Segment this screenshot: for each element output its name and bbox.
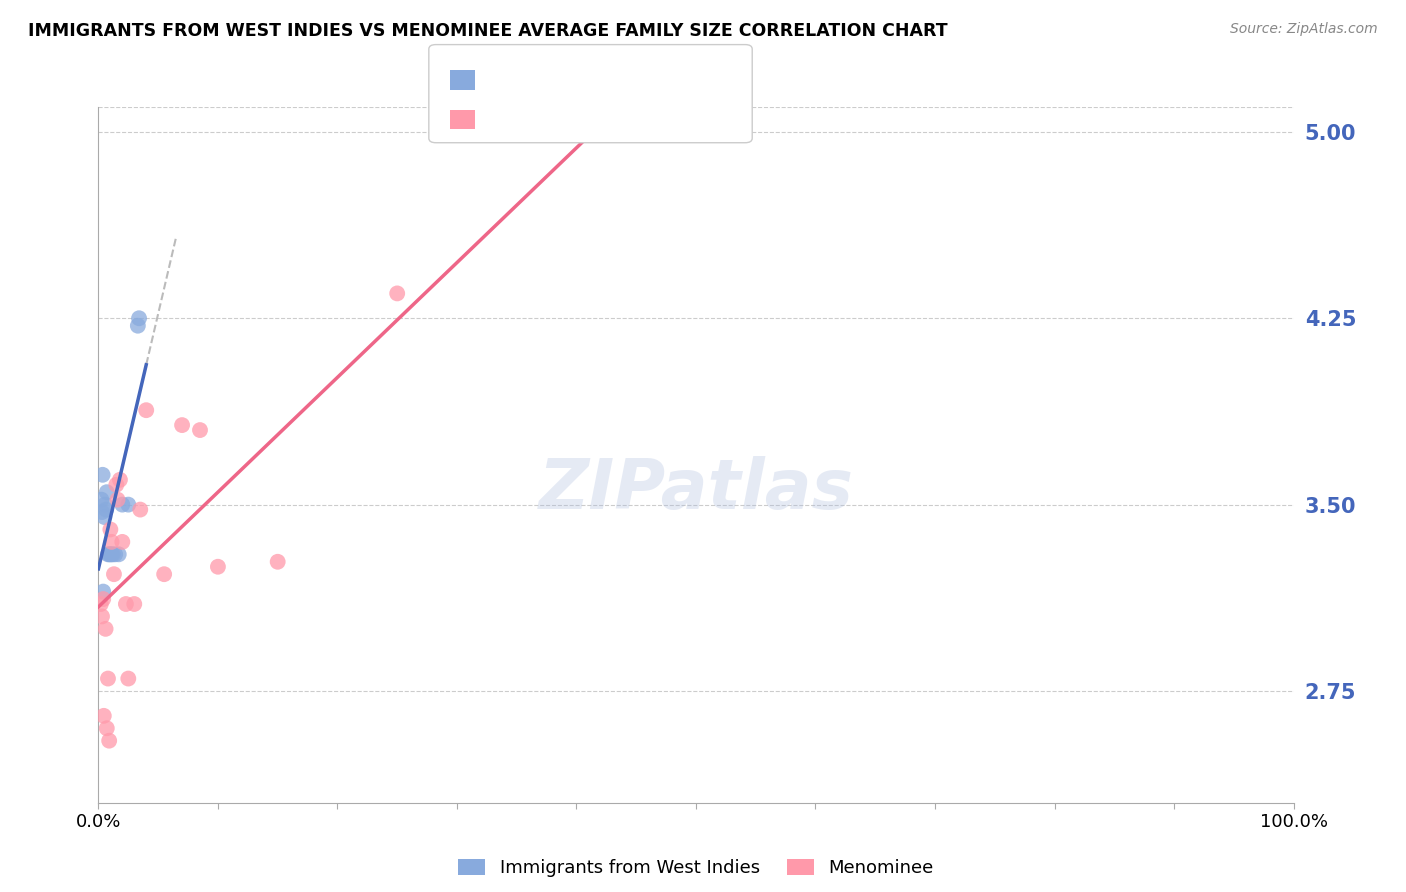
Point (153, 567, 176, 582)
Point (98, 547, 121, 561)
Text: N =: N = (582, 97, 619, 115)
Point (103, 567, 125, 582)
Text: 0.601: 0.601 (520, 97, 572, 115)
Text: IMMIGRANTS FROM WEST INDIES VS MENOMINEE AVERAGE FAMILY SIZE CORRELATION CHART: IMMIGRANTS FROM WEST INDIES VS MENOMINEE… (28, 22, 948, 40)
Text: R =: R = (486, 58, 523, 76)
Point (111, 534, 134, 549)
Point (124, 597, 146, 611)
Point (107, 492, 129, 507)
Text: Source: ZipAtlas.com: Source: ZipAtlas.com (1230, 22, 1378, 37)
Point (96, 721, 118, 735)
Point (115, 597, 138, 611)
Point (135, 403, 157, 417)
Point (91, 584, 114, 599)
Point (100, 534, 122, 549)
Point (267, 555, 290, 569)
Point (98, 733, 121, 747)
Legend: Immigrants from West Indies, Menominee: Immigrants from West Indies, Menominee (451, 852, 941, 884)
Point (207, 559, 229, 574)
Point (97, 672, 120, 686)
Point (90, 492, 112, 507)
Point (172, 418, 194, 433)
Point (93, 708, 115, 723)
Point (94, 498, 117, 512)
Point (129, 502, 152, 516)
Point (117, 498, 139, 512)
Point (91, 505, 114, 519)
Point (97, 547, 120, 561)
Point (90, 597, 112, 611)
Point (91, 592, 114, 607)
Point (104, 547, 127, 561)
Point (385, 286, 409, 301)
Point (108, 473, 131, 487)
Text: 19: 19 (616, 58, 638, 76)
Point (107, 547, 129, 561)
Point (93, 510, 115, 524)
Text: 0.683: 0.683 (520, 58, 572, 76)
Point (100, 547, 122, 561)
Point (98, 547, 122, 561)
Point (98, 523, 122, 537)
Point (111, 498, 134, 512)
Point (128, 311, 150, 326)
Point (105, 477, 128, 491)
Point (127, 318, 149, 333)
Text: 26: 26 (616, 97, 638, 115)
Text: ZIPatlas: ZIPatlas (538, 456, 853, 524)
Point (91, 467, 114, 482)
Text: R =: R = (486, 97, 523, 115)
Point (96, 485, 118, 500)
Point (91, 609, 114, 624)
Point (188, 423, 211, 437)
Text: N =: N = (582, 58, 619, 76)
Point (96, 502, 118, 516)
Point (101, 547, 124, 561)
Point (117, 672, 139, 686)
Point (94, 622, 117, 636)
